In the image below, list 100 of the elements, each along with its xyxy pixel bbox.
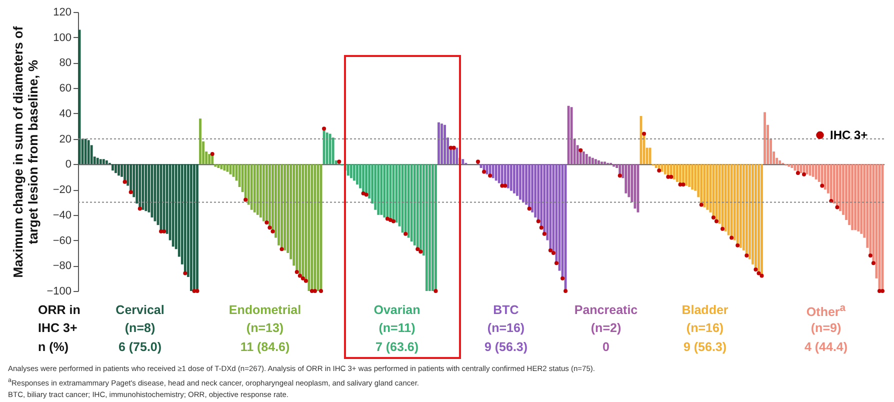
bar xyxy=(112,164,114,171)
bar xyxy=(612,164,616,167)
bar xyxy=(709,164,712,212)
bar xyxy=(265,164,268,223)
bar xyxy=(114,164,117,174)
y-tick-label: −40 xyxy=(52,209,72,222)
text: BTC xyxy=(493,303,519,317)
text: 11 (84.6) xyxy=(240,340,290,354)
text: (n=16) xyxy=(487,321,525,335)
bar xyxy=(444,124,446,164)
bar xyxy=(102,159,105,164)
text: (n=9) xyxy=(810,321,842,335)
bar xyxy=(594,159,597,164)
text: 4 (44.4) xyxy=(804,340,848,354)
bar xyxy=(259,164,262,218)
bar xyxy=(742,164,745,250)
bar xyxy=(144,164,148,212)
bar xyxy=(648,148,652,164)
bar xyxy=(492,164,494,178)
text: (n=16) xyxy=(686,321,724,335)
bar xyxy=(220,164,223,170)
y-tick-label: 20 xyxy=(59,133,72,146)
text: 6 (75.0) xyxy=(118,340,162,354)
bar xyxy=(120,164,123,177)
text: Pancreatic xyxy=(574,303,638,317)
bar xyxy=(328,134,332,164)
bar xyxy=(223,164,226,171)
bar xyxy=(788,164,790,167)
bar xyxy=(190,164,192,291)
bar xyxy=(214,164,217,167)
bar xyxy=(380,164,383,215)
bar xyxy=(588,156,591,164)
bar xyxy=(634,164,636,209)
bar xyxy=(814,164,818,180)
bar xyxy=(118,164,120,176)
bar xyxy=(410,164,413,242)
text: n (%) xyxy=(38,340,69,354)
text: 9 (56.3) xyxy=(484,340,528,354)
y-tick-label: 0 xyxy=(65,158,72,171)
bar xyxy=(262,164,265,222)
bar xyxy=(332,138,334,164)
bar xyxy=(462,159,464,164)
text: Bladder xyxy=(682,303,728,317)
bar xyxy=(824,164,826,190)
bar xyxy=(346,164,350,176)
bar xyxy=(308,164,310,291)
bar xyxy=(534,164,537,218)
bar xyxy=(794,164,796,171)
bar xyxy=(96,158,99,164)
bar xyxy=(591,158,594,164)
bar xyxy=(87,140,90,164)
bar xyxy=(256,164,259,215)
text: (n=8) xyxy=(124,321,156,335)
bar xyxy=(733,164,736,240)
bar xyxy=(136,164,138,204)
bar xyxy=(253,164,256,212)
bar xyxy=(84,138,87,164)
bar xyxy=(664,164,666,174)
text: Ovarian xyxy=(374,303,420,317)
bar xyxy=(600,162,603,164)
bar xyxy=(851,164,854,230)
bar xyxy=(818,164,820,182)
bar xyxy=(353,164,356,181)
text: (n=11) xyxy=(378,321,416,335)
bar xyxy=(676,164,678,182)
y-tick-label: 100 xyxy=(53,32,72,44)
bar xyxy=(703,164,706,208)
text: (n=13) xyxy=(246,321,284,335)
bar xyxy=(229,164,232,174)
bar xyxy=(356,164,358,184)
bar xyxy=(172,164,174,247)
bar xyxy=(105,160,108,164)
bar xyxy=(860,164,863,234)
bar xyxy=(764,112,766,164)
bar xyxy=(812,164,814,177)
bar xyxy=(513,164,516,194)
y-tick-label: −100 xyxy=(46,286,72,298)
bar xyxy=(519,164,522,200)
bar xyxy=(142,164,144,210)
bar xyxy=(691,164,694,190)
bar xyxy=(567,106,570,164)
text: 0 xyxy=(602,340,610,354)
bar xyxy=(672,164,676,180)
bar xyxy=(516,164,518,196)
legend-label: IHC 3+ xyxy=(830,128,868,142)
bar xyxy=(494,164,498,181)
bar xyxy=(359,164,362,188)
text: 7 (63.6) xyxy=(375,340,419,354)
bar xyxy=(431,164,434,291)
bar xyxy=(832,164,836,204)
bar xyxy=(498,164,500,184)
y-tick-label: −20 xyxy=(52,184,72,196)
bar xyxy=(522,164,524,202)
y-tick-label: 60 xyxy=(59,82,72,95)
bar xyxy=(425,164,428,291)
bar xyxy=(778,160,782,164)
bar xyxy=(790,164,794,168)
bar xyxy=(570,107,573,164)
bar xyxy=(685,164,688,186)
bar xyxy=(99,159,102,164)
